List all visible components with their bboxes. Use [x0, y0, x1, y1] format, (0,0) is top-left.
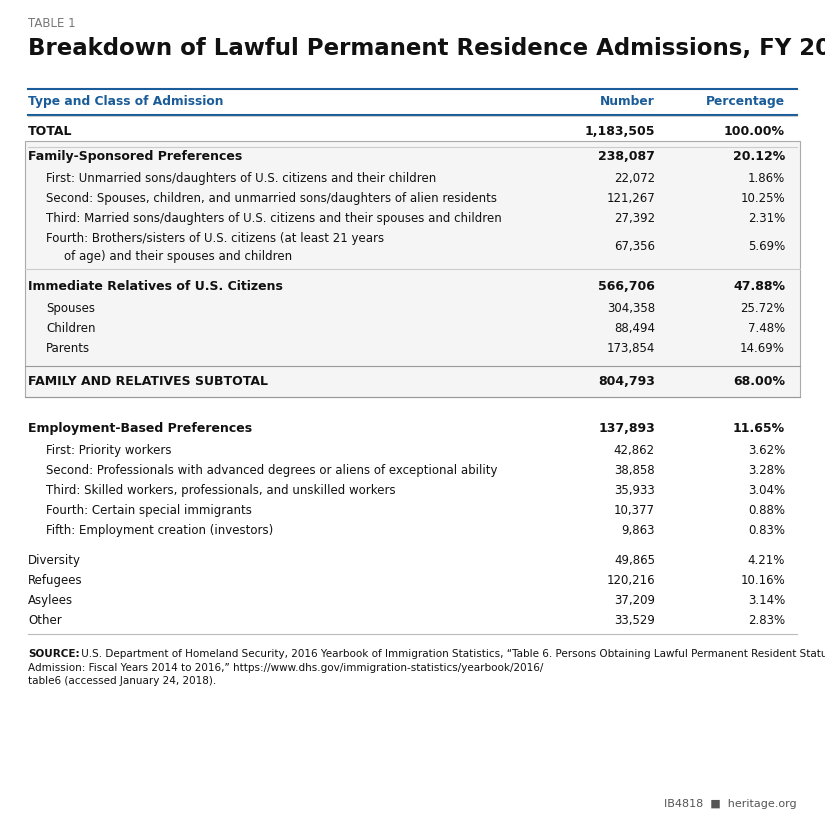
Text: Asylees: Asylees: [28, 593, 73, 607]
Text: Fourth: Brothers/sisters of U.S. citizens (at least 21 years: Fourth: Brothers/sisters of U.S. citizen…: [46, 232, 384, 244]
Text: 173,854: 173,854: [606, 341, 655, 354]
Text: Number: Number: [600, 95, 655, 108]
Text: 566,706: 566,706: [598, 279, 655, 293]
Text: 1.86%: 1.86%: [747, 172, 785, 184]
Bar: [25, 141, 800, 397]
Text: IB4818  ■  heritage.org: IB4818 ■ heritage.org: [664, 799, 797, 809]
Text: Type and Class of Admission: Type and Class of Admission: [28, 95, 224, 108]
Text: 0.88%: 0.88%: [748, 504, 785, 516]
Text: 20.12%: 20.12%: [733, 150, 785, 163]
Text: 5.69%: 5.69%: [747, 239, 785, 252]
Text: Third: Married sons/daughters of U.S. citizens and their spouses and children: Third: Married sons/daughters of U.S. ci…: [46, 211, 502, 224]
Text: 88,494: 88,494: [614, 321, 655, 335]
Text: Family-Sponsored Preferences: Family-Sponsored Preferences: [28, 150, 243, 163]
Text: 14.69%: 14.69%: [740, 341, 785, 354]
Text: 304,358: 304,358: [607, 302, 655, 315]
Text: TABLE 1: TABLE 1: [28, 17, 76, 30]
Text: 49,865: 49,865: [614, 553, 655, 566]
Text: U.S. Department of Homeland Security, 2016 Yearbook of Immigration Statistics, “: U.S. Department of Homeland Security, 20…: [78, 649, 825, 659]
Text: Second: Spouses, children, and unmarried sons/daughters of alien residents: Second: Spouses, children, and unmarried…: [46, 192, 497, 205]
Text: 3.14%: 3.14%: [747, 593, 785, 607]
Text: 3.28%: 3.28%: [748, 464, 785, 477]
Text: 38,858: 38,858: [615, 464, 655, 477]
Text: Third: Skilled workers, professionals, and unskilled workers: Third: Skilled workers, professionals, a…: [46, 483, 396, 496]
Text: Children: Children: [46, 321, 96, 335]
Text: 25.72%: 25.72%: [740, 302, 785, 315]
Text: 0.83%: 0.83%: [748, 524, 785, 537]
Text: Fifth: Employment creation (investors): Fifth: Employment creation (investors): [46, 524, 273, 537]
Text: 11.65%: 11.65%: [733, 422, 785, 435]
Text: 9,863: 9,863: [621, 524, 655, 537]
Text: Second: Professionals with advanced degrees or aliens of exceptional ability: Second: Professionals with advanced degr…: [46, 464, 497, 477]
Text: First: Priority workers: First: Priority workers: [46, 444, 172, 456]
Text: 47.88%: 47.88%: [733, 279, 785, 293]
Text: 37,209: 37,209: [614, 593, 655, 607]
Text: 120,216: 120,216: [606, 574, 655, 587]
Text: 4.21%: 4.21%: [747, 553, 785, 566]
Text: Employment-Based Preferences: Employment-Based Preferences: [28, 422, 252, 435]
Text: 100.00%: 100.00%: [724, 124, 785, 137]
Text: Admission: Fiscal Years 2014 to 2016,” https://www.dhs.gov/immigration-statistic: Admission: Fiscal Years 2014 to 2016,” h…: [28, 663, 544, 672]
Text: 42,862: 42,862: [614, 444, 655, 456]
Text: Parents: Parents: [46, 341, 90, 354]
Text: 121,267: 121,267: [606, 192, 655, 205]
Text: 2.83%: 2.83%: [748, 613, 785, 626]
Text: FAMILY AND RELATIVES SUBTOTAL: FAMILY AND RELATIVES SUBTOTAL: [28, 375, 268, 387]
Text: 7.48%: 7.48%: [747, 321, 785, 335]
Text: of age) and their spouses and children: of age) and their spouses and children: [64, 250, 292, 262]
Text: Diversity: Diversity: [28, 553, 81, 566]
Text: Refugees: Refugees: [28, 574, 82, 587]
Text: 35,933: 35,933: [615, 483, 655, 496]
Text: Fourth: Certain special immigrants: Fourth: Certain special immigrants: [46, 504, 252, 516]
Text: TOTAL: TOTAL: [28, 124, 73, 137]
Text: 3.62%: 3.62%: [747, 444, 785, 456]
Text: Breakdown of Lawful Permanent Residence Admissions, FY 2016: Breakdown of Lawful Permanent Residence …: [28, 37, 825, 60]
Text: 67,356: 67,356: [614, 239, 655, 252]
Text: 804,793: 804,793: [598, 375, 655, 387]
Text: table6 (accessed January 24, 2018).: table6 (accessed January 24, 2018).: [28, 676, 216, 686]
Text: Immediate Relatives of U.S. Citizens: Immediate Relatives of U.S. Citizens: [28, 279, 283, 293]
Text: 3.04%: 3.04%: [748, 483, 785, 496]
Text: 10.16%: 10.16%: [740, 574, 785, 587]
Text: 22,072: 22,072: [614, 172, 655, 184]
Text: 1,183,505: 1,183,505: [584, 124, 655, 137]
Text: 10,377: 10,377: [614, 504, 655, 516]
Text: Percentage: Percentage: [706, 95, 785, 108]
Text: Other: Other: [28, 613, 62, 626]
Text: 137,893: 137,893: [598, 422, 655, 435]
Text: 68.00%: 68.00%: [733, 375, 785, 387]
Text: 238,087: 238,087: [598, 150, 655, 163]
Text: 27,392: 27,392: [614, 211, 655, 224]
Text: 2.31%: 2.31%: [747, 211, 785, 224]
Text: 33,529: 33,529: [614, 613, 655, 626]
Text: SOURCE:: SOURCE:: [28, 649, 80, 659]
Text: Spouses: Spouses: [46, 302, 95, 315]
Text: First: Unmarried sons/daughters of U.S. citizens and their children: First: Unmarried sons/daughters of U.S. …: [46, 172, 436, 184]
Text: 10.25%: 10.25%: [740, 192, 785, 205]
